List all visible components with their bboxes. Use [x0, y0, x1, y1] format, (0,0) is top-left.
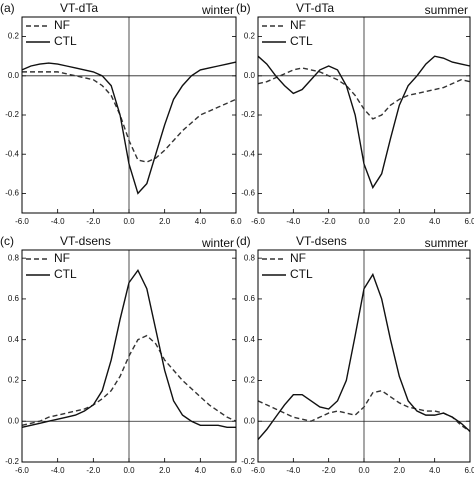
- legend-label: NF: [290, 18, 306, 32]
- x-tick-label: 6.0: [464, 466, 474, 475]
- legend-label: NF: [54, 18, 70, 32]
- x-tick-label: 2.0: [394, 466, 406, 475]
- y-tick-label: -0.4: [241, 149, 255, 158]
- panel-label: (d): [236, 234, 251, 248]
- x-tick-label: -4.0: [286, 217, 300, 226]
- legend-label: NF: [290, 251, 306, 265]
- x-tick-label: -6.0: [251, 217, 265, 226]
- x-tick-label: 2.0: [394, 217, 406, 226]
- x-tick-label: -6.0: [15, 466, 29, 475]
- series-line: [21, 334, 237, 426]
- x-tick-label: 2.0: [159, 466, 171, 475]
- plot-frame: [257, 16, 471, 214]
- panel-subtitle: winter: [201, 3, 234, 17]
- y-tick-label: -0.6: [241, 189, 255, 198]
- legend-label: CTL: [290, 267, 313, 281]
- y-tick-label: -0.2: [5, 457, 19, 466]
- panel-title: VT-dsens: [296, 234, 347, 248]
- legend-label: NF: [54, 251, 70, 265]
- series-line: [257, 67, 471, 120]
- y-tick-label: 0.4: [8, 335, 20, 344]
- y-tick-label: 0.8: [244, 253, 256, 262]
- x-tick-label: -4.0: [286, 466, 300, 475]
- x-tick-label: -6.0: [15, 217, 29, 226]
- y-tick-label: 0.2: [244, 376, 256, 385]
- panel: -0.2 0.0 0.2 0.4 0.6 0.8 -6.0 -4.0 -2.0 0.0 2.0 4.0…: [0, 234, 242, 475]
- panel-subtitle: winter: [201, 236, 234, 250]
- plot-frame: [21, 16, 237, 214]
- panel-title: VT-dsens: [60, 234, 111, 248]
- series-line: [257, 389, 471, 432]
- y-tick-label: 0.2: [244, 32, 256, 41]
- x-tick-label: 4.0: [429, 466, 441, 475]
- y-tick-label: -0.6: [5, 189, 19, 198]
- panel-title: VT-dTa: [296, 1, 334, 15]
- y-tick-label: -0.2: [241, 110, 255, 119]
- y-tick-label: 0.0: [8, 416, 20, 425]
- series-line: [21, 269, 236, 429]
- series-line: [21, 61, 237, 195]
- y-tick-label: 0.8: [8, 253, 20, 262]
- x-tick-label: -2.0: [322, 466, 336, 475]
- panel-subtitle: summer: [425, 3, 468, 17]
- x-tick-label: -2.0: [322, 217, 336, 226]
- x-tick-label: -6.0: [251, 466, 265, 475]
- y-tick-label: -0.4: [5, 149, 19, 158]
- x-tick-label: -4.0: [51, 217, 65, 226]
- x-tick-label: 0.0: [123, 466, 135, 475]
- panel-subtitle: summer: [425, 236, 468, 250]
- panel: -0.6 -0.4 -0.2 0.0 0.2 -6.0 -4.0 -2.0 0.0 2.0 4.0 6…: [0, 1, 242, 226]
- x-tick-label: 6.0: [464, 217, 474, 226]
- x-tick-label: 0.0: [358, 466, 370, 475]
- x-tick-label: 6.0: [230, 217, 242, 226]
- y-tick-label: 0.2: [8, 376, 20, 385]
- y-tick-label: 0.0: [244, 71, 256, 80]
- x-tick-label: 6.0: [230, 466, 242, 475]
- panel: -0.6 -0.4 -0.2 0.0 0.2 -6.0 -4.0 -2.0 0.0 2.0 4.0 6…: [236, 1, 474, 226]
- x-tick-label: -2.0: [86, 217, 100, 226]
- x-tick-label: -2.0: [86, 466, 100, 475]
- y-tick-label: 0.6: [244, 294, 256, 303]
- y-tick-label: -0.2: [5, 110, 19, 119]
- y-tick-label: 0.0: [244, 416, 256, 425]
- x-tick-label: 2.0: [159, 217, 171, 226]
- legend-label: CTL: [290, 34, 313, 48]
- x-tick-label: 0.0: [358, 217, 370, 226]
- panel-label: (c): [0, 234, 14, 248]
- series-line: [257, 55, 471, 190]
- x-tick-label: 4.0: [195, 217, 207, 226]
- panel-title: VT-dTa: [60, 1, 98, 15]
- plot-frame: [257, 249, 471, 463]
- x-tick-label: 0.0: [123, 217, 135, 226]
- series-line: [22, 71, 237, 163]
- x-tick-label: -4.0: [51, 466, 65, 475]
- y-tick-label: 0.6: [8, 294, 20, 303]
- legend-label: CTL: [54, 267, 77, 281]
- y-tick-label: -0.2: [241, 457, 255, 466]
- x-tick-label: 4.0: [195, 466, 207, 475]
- plot-frame: [21, 249, 237, 463]
- x-tick-label: 4.0: [429, 217, 441, 226]
- legend-label: CTL: [54, 34, 77, 48]
- y-tick-label: 0.0: [8, 71, 20, 80]
- panel: -0.2 0.0 0.2 0.4 0.6 0.8 -6.0 -4.0 -2.0 0.0 2.0 4.0…: [236, 234, 474, 475]
- panel-label: (b): [236, 1, 251, 15]
- y-tick-label: 0.2: [8, 32, 20, 41]
- panel-label: (a): [0, 1, 15, 15]
- series-line: [257, 272, 471, 441]
- y-tick-label: 0.4: [244, 335, 256, 344]
